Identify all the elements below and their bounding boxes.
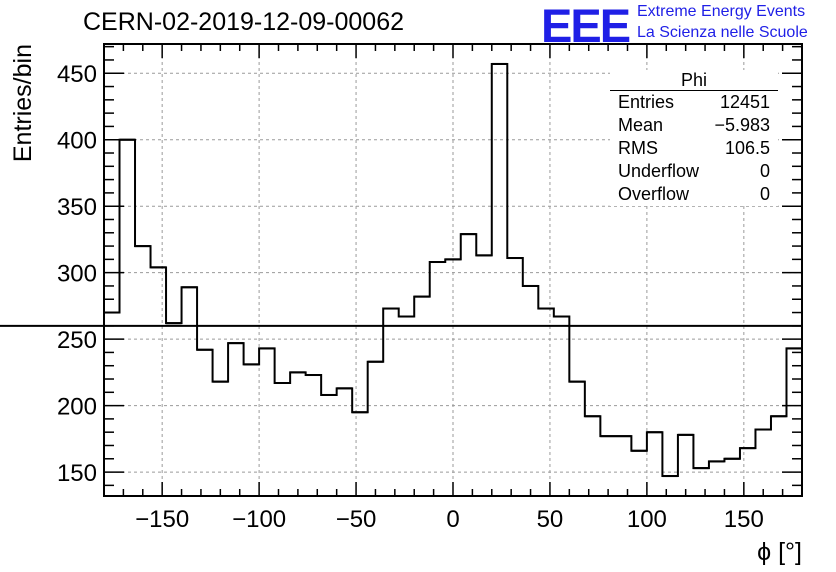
stats-label: Mean [618, 115, 664, 135]
stats-value: 0 [759, 161, 770, 181]
y-tick-label: 400 [57, 128, 97, 155]
stats-row-overflow: Overflow 0 [610, 183, 778, 206]
stats-row-mean: Mean −5.983 [610, 114, 778, 137]
stats-label: Underflow [618, 161, 700, 181]
stats-value: 12451 [719, 92, 770, 112]
stats-value: −5.983 [714, 115, 770, 135]
stats-row-underflow: Underflow 0 [610, 160, 778, 183]
y-tick-label: 300 [57, 261, 97, 288]
x-tick-label: 150 [724, 506, 764, 533]
x-axis-label: ϕ [°] [757, 538, 802, 566]
y-axis-label: Entries/bin [9, 44, 37, 162]
x-tick-label: 50 [537, 506, 564, 533]
y-tick-label: 450 [57, 61, 97, 88]
y-tick-label: 250 [57, 327, 97, 354]
chart-title: CERN-02-2019-12-09-00062 [83, 8, 405, 36]
y-tick-label: 350 [57, 194, 97, 221]
x-tick-label: −100 [232, 506, 286, 533]
stats-box-title: Phi [610, 70, 778, 91]
eee-logo-line1: Extreme Energy Events [637, 3, 806, 20]
y-tick-label: 150 [57, 460, 97, 487]
x-tick-label: −50 [336, 506, 377, 533]
stats-value: 0 [759, 184, 770, 204]
y-tick-label: 200 [57, 394, 97, 421]
histogram-outline [104, 62, 803, 478]
x-tick-label: 100 [627, 506, 667, 533]
stats-box: Phi Entries 12451 Mean −5.983 RMS 106.5 … [610, 70, 778, 206]
eee-logo-line2: La Scienza nelle Scuole [637, 24, 808, 41]
stats-label: Overflow [618, 184, 690, 204]
x-tick-label: 0 [446, 506, 459, 533]
x-tick-label: −150 [135, 506, 189, 533]
stats-row-entries: Entries 12451 [610, 91, 778, 114]
stats-label: Entries [618, 92, 675, 112]
stats-row-rms: RMS 106.5 [610, 137, 778, 160]
stats-value: 106.5 [724, 138, 770, 158]
stats-label: RMS [618, 138, 658, 158]
